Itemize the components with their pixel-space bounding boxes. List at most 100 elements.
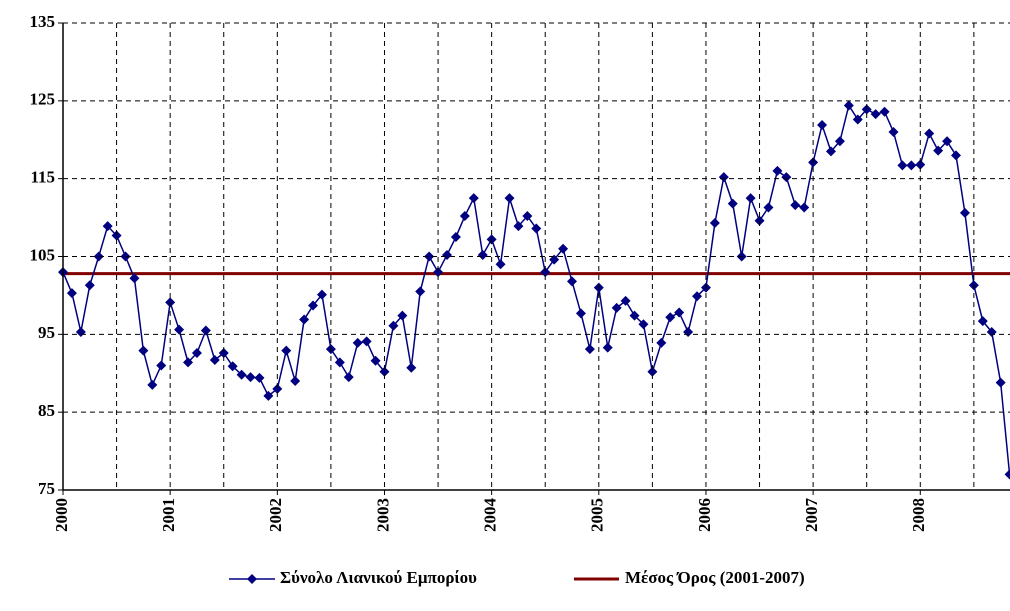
- y-tick-label: 115: [30, 168, 55, 187]
- point: [834, 136, 845, 147]
- point: [477, 249, 488, 260]
- point: [620, 295, 631, 306]
- point: [942, 136, 953, 147]
- point: [959, 207, 970, 218]
- point: [156, 360, 167, 371]
- point: [915, 159, 926, 170]
- point: [138, 345, 149, 356]
- point: [692, 291, 703, 302]
- point: [129, 273, 140, 284]
- point: [772, 165, 783, 176]
- point: [406, 362, 417, 373]
- point: [236, 369, 247, 380]
- point: [459, 211, 470, 222]
- x-tick-label: 2004: [481, 498, 500, 533]
- y-tick-label: 105: [30, 245, 56, 264]
- point: [388, 320, 399, 331]
- point: [888, 126, 899, 137]
- point: [799, 202, 810, 213]
- point: [415, 286, 426, 297]
- point: [683, 326, 694, 337]
- point: [120, 251, 131, 262]
- point: [334, 357, 345, 368]
- point: [450, 232, 461, 243]
- point: [656, 337, 667, 348]
- point: [218, 348, 229, 359]
- point: [174, 324, 185, 335]
- point: [227, 361, 238, 372]
- point: [781, 172, 792, 183]
- point: [861, 104, 872, 115]
- x-tick-label: 2006: [695, 498, 714, 532]
- point: [263, 390, 274, 401]
- point: [897, 160, 908, 171]
- point: [825, 146, 836, 157]
- point: [370, 355, 381, 366]
- point: [84, 280, 95, 291]
- point: [468, 193, 479, 204]
- point: [200, 325, 211, 336]
- point: [718, 172, 729, 183]
- point: [299, 314, 310, 325]
- point: [977, 316, 988, 327]
- point: [93, 251, 104, 262]
- y-tick-label: 135: [30, 12, 56, 31]
- point: [870, 109, 881, 120]
- y-tick-label: 75: [38, 479, 55, 498]
- point: [290, 376, 301, 387]
- x-tick-label: 2000: [52, 498, 71, 532]
- y-tick-label: 125: [30, 90, 56, 109]
- point: [647, 366, 658, 377]
- x-tick-label: 2002: [266, 498, 285, 532]
- point: [424, 251, 435, 262]
- point: [254, 372, 265, 383]
- point: [611, 302, 622, 313]
- point: [629, 310, 640, 321]
- legend-label: Σύνολο Λιανικού Εμπορίου: [280, 568, 477, 587]
- point: [906, 160, 917, 171]
- point: [281, 345, 292, 356]
- point: [602, 342, 613, 353]
- point: [441, 249, 452, 260]
- point: [567, 276, 578, 287]
- point: [147, 379, 158, 390]
- point: [1004, 469, 1010, 480]
- point: [727, 198, 738, 209]
- point: [754, 215, 765, 226]
- point: [183, 357, 194, 368]
- legend-swatch: [247, 574, 257, 584]
- point: [191, 348, 202, 359]
- point: [852, 114, 863, 125]
- point: [245, 372, 256, 383]
- point: [522, 211, 533, 222]
- point: [549, 254, 560, 265]
- point: [817, 119, 828, 130]
- x-tick-label: 2005: [588, 498, 607, 532]
- series-line: [62, 103, 1010, 475]
- point: [343, 372, 354, 383]
- point: [558, 243, 569, 254]
- point: [75, 326, 86, 337]
- y-tick-label: 95: [38, 323, 55, 342]
- point: [209, 355, 220, 366]
- point: [379, 366, 390, 377]
- point: [745, 193, 756, 204]
- point: [843, 100, 854, 111]
- point: [933, 145, 944, 156]
- point: [531, 223, 542, 234]
- point: [361, 336, 372, 347]
- point: [674, 307, 685, 318]
- point: [763, 202, 774, 213]
- point: [879, 106, 890, 117]
- point: [352, 337, 363, 348]
- point: [709, 218, 720, 229]
- y-tick-label: 85: [38, 401, 55, 420]
- point: [584, 344, 595, 355]
- legend-label: Μέσος Όρος (2001-2007): [625, 568, 805, 587]
- point: [433, 267, 444, 278]
- point: [316, 289, 327, 300]
- point: [951, 150, 961, 161]
- point: [513, 221, 524, 232]
- x-tick-label: 2007: [802, 498, 821, 533]
